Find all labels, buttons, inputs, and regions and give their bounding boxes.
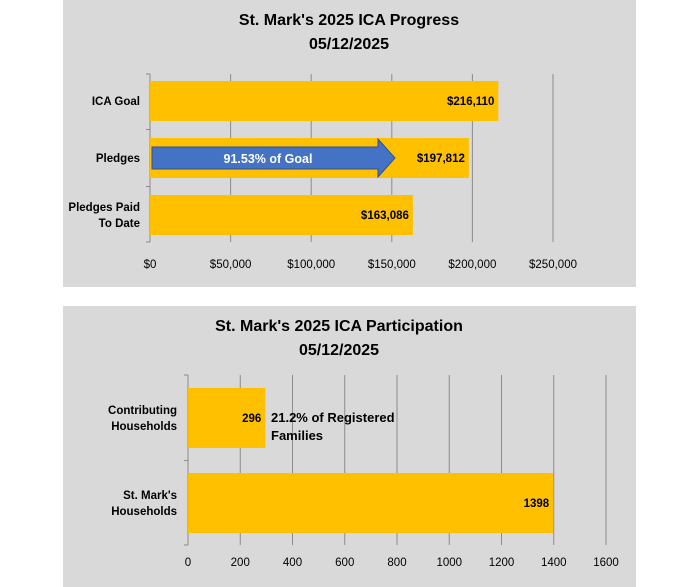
category-label: Households xyxy=(111,421,177,433)
x-tick-label: 1000 xyxy=(436,557,462,569)
bar-data-label: $197,812 xyxy=(417,153,465,165)
participation-chart-subtitle: 05/12/2025 xyxy=(299,342,379,359)
progress-bars: $216,110 $197,812 $163,086 91.53% of Goal xyxy=(150,81,499,235)
progress-y-axis: ICA Goal Pledges Pledges Paid To Date xyxy=(68,73,150,243)
category-label: Pledges xyxy=(96,153,140,165)
x-tick-label: 800 xyxy=(387,557,406,569)
x-tick-label: $100,000 xyxy=(287,259,335,271)
registered-families-note: 21.2% of Registered xyxy=(271,410,395,425)
x-tick-label: 1200 xyxy=(489,557,515,569)
category-label: Households xyxy=(111,506,177,518)
x-tick-label: $0 xyxy=(144,259,157,271)
bar-data-label: $163,086 xyxy=(361,210,409,222)
participation-y-axis: Contributing Households St. Mark's Househol… xyxy=(108,374,188,546)
bar-data-label: 296 xyxy=(242,413,261,425)
x-tick-label: 200 xyxy=(231,557,250,569)
x-tick-label: $200,000 xyxy=(448,259,496,271)
participation-chart: St. Mark's 2025 ICA Participation 05/12/… xyxy=(63,306,636,587)
participation-bars: 296 1398 21.2% of Registered Families xyxy=(188,388,554,533)
progress-chart-title: St. Mark's 2025 ICA Progress xyxy=(239,12,459,29)
x-tick-label: $150,000 xyxy=(368,259,416,271)
category-label: To Date xyxy=(99,218,140,230)
bar xyxy=(150,81,499,121)
category-label: ICA Goal xyxy=(92,96,140,108)
participation-chart-background xyxy=(63,306,636,587)
x-tick-label: 0 xyxy=(185,557,191,569)
x-tick-label: 1400 xyxy=(541,557,567,569)
goal-percent-arrow xyxy=(151,137,396,179)
bar-data-label: $216,110 xyxy=(447,96,494,108)
bar xyxy=(188,388,266,448)
x-tick-label: 600 xyxy=(335,557,354,569)
goal-percent-label: 91.53% of Goal xyxy=(224,152,313,166)
bar xyxy=(150,195,413,235)
x-tick-label: $250,000 xyxy=(529,259,577,271)
registered-families-note: Families xyxy=(271,428,323,443)
bar xyxy=(188,473,554,533)
participation-x-axis: 0 200 400 600 800 1000 1200 1400 1600 xyxy=(185,557,619,569)
x-tick-label: 1600 xyxy=(593,557,619,569)
x-tick-label: 400 xyxy=(283,557,302,569)
category-label: St. Mark's xyxy=(123,490,177,502)
progress-chart-subtitle: 05/12/2025 xyxy=(309,36,389,53)
progress-chart: St. Mark's 2025 ICA Progress 05/12/2025 … xyxy=(63,0,636,287)
category-label: Pledges Paid xyxy=(68,202,140,214)
category-label: Contributing xyxy=(108,405,177,417)
progress-x-axis: $0 $50,000 $100,000 $150,000 $200,000 $250,00… xyxy=(144,259,577,271)
x-tick-label: $50,000 xyxy=(210,259,252,271)
participation-chart-title: St. Mark's 2025 ICA Participation xyxy=(215,318,463,335)
bar-data-label: 1398 xyxy=(524,498,550,510)
